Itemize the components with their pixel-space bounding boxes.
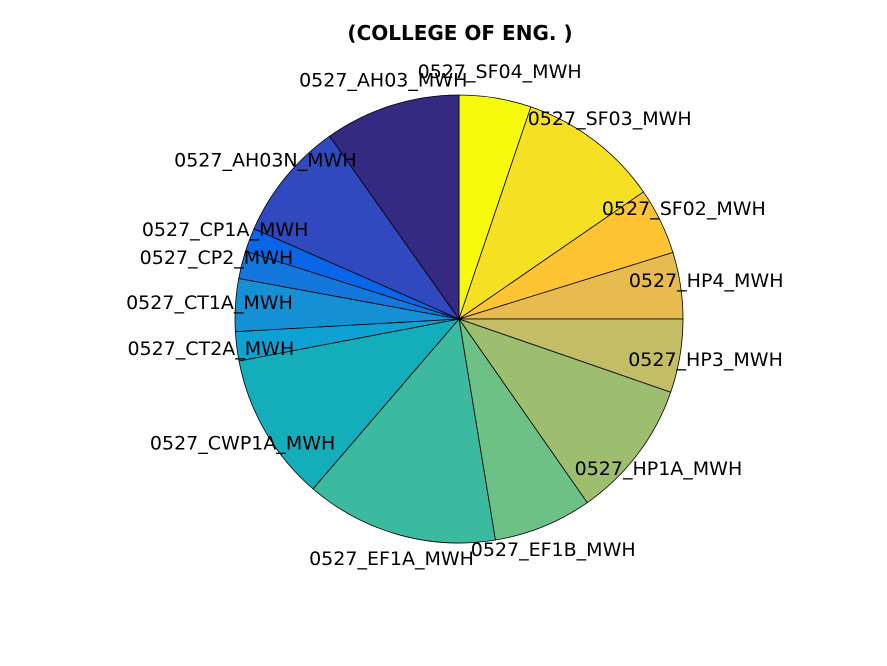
pie-slice-0527_AH03N_MWH [253,135,461,320]
pie-slice-0527_HP1A_MWH [457,318,672,504]
slice-label: 0527_EF1A_MWH [309,548,474,570]
slice-label: 0527_SF02_MWH [602,198,766,220]
slice-label: 0527_HP4_MWH [629,270,784,292]
slice-label: 0527_CT2A_MWH [127,338,294,360]
pie-slice-0527_EF1B_MWH [458,318,588,541]
slice-label: 0527_SF04_MWH [418,61,582,83]
slice-label: 0527_SF03_MWH [528,108,692,130]
slice-label: 0527_HP3_MWH [628,349,783,371]
pie-slice-0527_EF1A_MWH [312,318,496,544]
pie-slice-0527_AH03_MWH [329,94,460,321]
slice-label: 0527_AH03_MWH [299,69,467,91]
slice-label: 0527_EF1B_MWH [471,539,636,561]
slice-label: 0527_CWP1A_MWH [150,433,335,455]
pie-slice-0527_SF03_MWH [458,106,645,321]
slice-label: 0527_AH03N_MWH [174,149,357,171]
slice-label: 0527_CP2_MWH [140,247,294,269]
slice-label: 0527_CT1A_MWH [126,292,293,314]
chart-title: (COLLEGE OF ENG. ) [347,21,572,45]
pie-slice-0527_CWP1A_MWH [238,318,461,490]
slice-label: 0527_HP1A_MWH [575,458,743,480]
pie-slices [234,94,684,544]
slice-label: 0527_CP1A_MWH [142,219,309,241]
pie-labels: 0527_SF04_MWH 0527_SF03_MWH 0527_SF02_MWH 0… [126,61,783,570]
